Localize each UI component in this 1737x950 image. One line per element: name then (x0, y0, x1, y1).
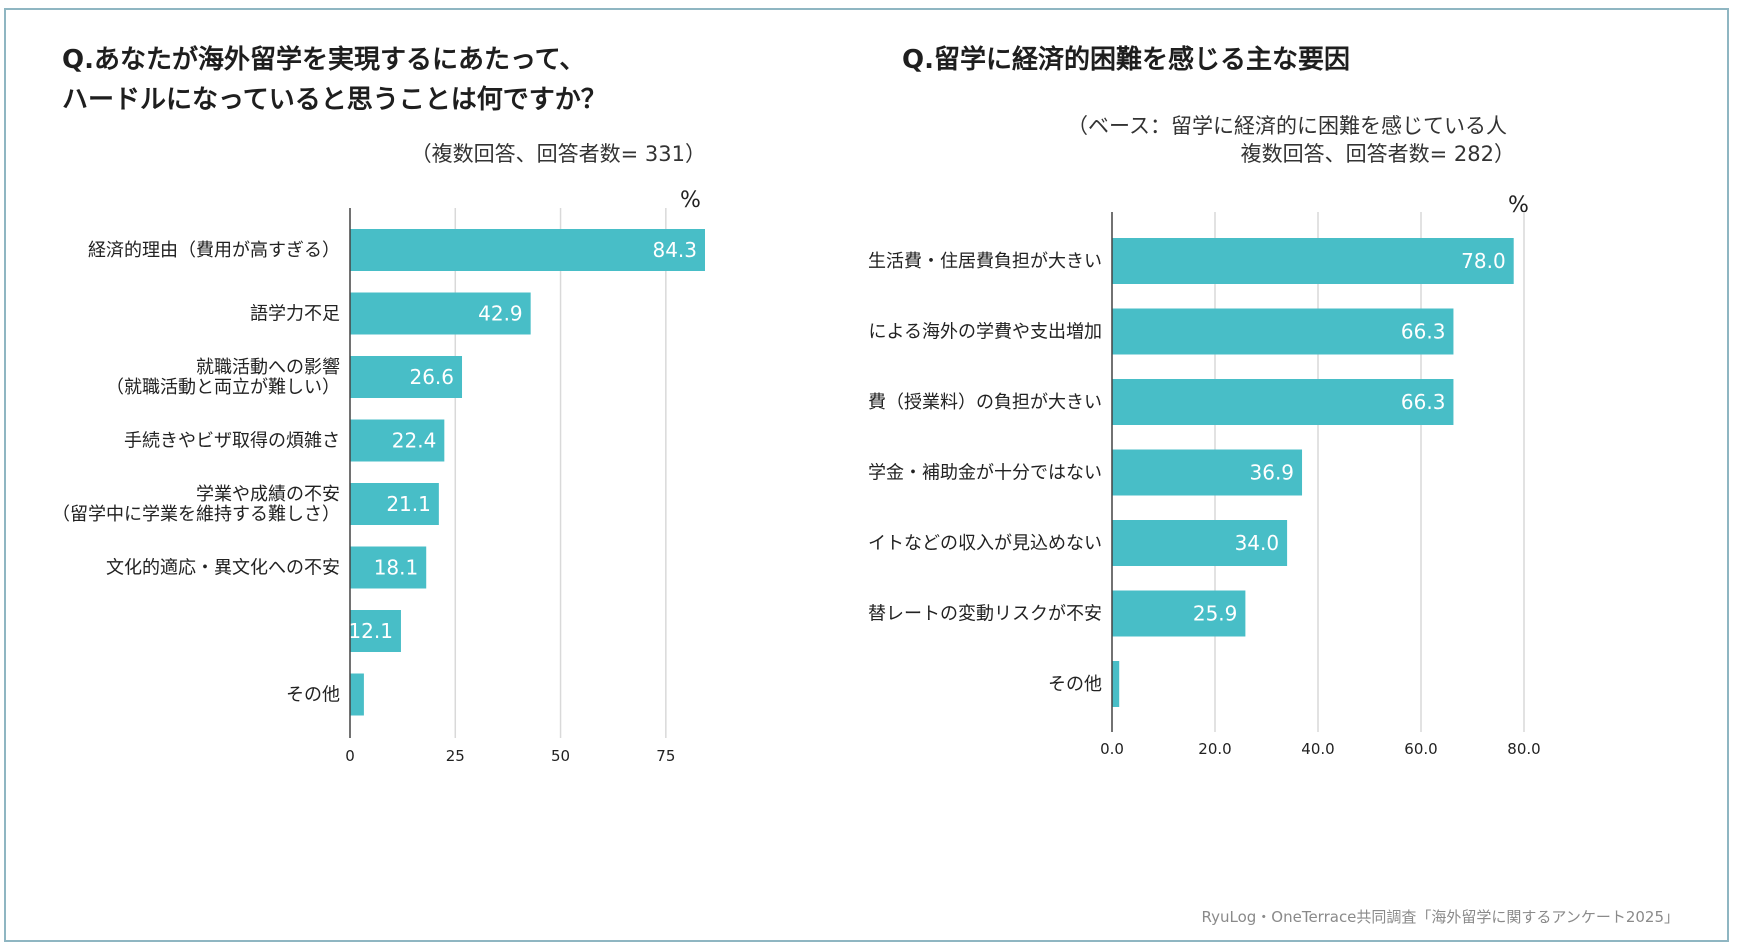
left-category-label-4-0: 学業や成績の不安 (196, 484, 340, 505)
right-chart-note-line2: 複数回答、回答者数= 282） (1240, 142, 1515, 166)
left-value-label-4: 21.1 (386, 492, 431, 516)
left-value-label-3: 22.4 (392, 429, 437, 453)
left-chart-title-line2: ハードルになっていると思うことは何ですか？ (62, 85, 607, 115)
left-bar-5 (350, 546, 427, 589)
left-category-label-0: 経済的理由（費用が高すぎる） (88, 240, 340, 261)
left-category-label-3: 手続きやビザ取得の煩雑さ (124, 431, 340, 452)
left-value-label-2: 26.6 (409, 365, 454, 389)
right-tick-label-0: 0.0 (1100, 740, 1124, 758)
right-category-label-4: アルバイトなどの収入が見込めない (868, 533, 1102, 554)
right-chart-unit: % (1508, 193, 1529, 218)
left-category-label-2-1: （就職活動と両立が難しい） (106, 377, 340, 398)
left-bar-3 (350, 419, 445, 462)
left-value-label-1: 42.9 (478, 302, 523, 326)
right-tick-label-1: 20.0 (1198, 740, 1231, 758)
left-chart-note: （複数回答、回答者数= 331） (410, 142, 706, 166)
right-bar-4 (1112, 520, 1288, 566)
left-bar-0 (350, 229, 705, 271)
right-bar-0 (1112, 238, 1514, 284)
right-value-label-0: 78.0 (1461, 249, 1506, 273)
left-category-label-7: その他 (286, 685, 340, 706)
left-tick-label-3: 75 (656, 747, 675, 765)
left-bar-7 (350, 673, 364, 716)
right-chart-title: Q.留学に経済的困難を感じる主な要因 (902, 45, 1350, 75)
right-bar-3 (1112, 449, 1303, 496)
right-value-label-3: 36.9 (1250, 461, 1295, 485)
right-category-label-0: 現地の生活費・住居費負担が大きい (868, 251, 1102, 272)
right-bar-6 (1112, 661, 1120, 707)
left-category-label-2-0: 就職活動への影響 (196, 357, 340, 378)
right-category-label-1: 円安による海外の学費や支出増加 (868, 322, 1102, 343)
right-value-label-2: 66.3 (1401, 390, 1446, 414)
right-category-label-6: その他 (1048, 674, 1102, 695)
right-category-label-5: 為替レートの変動リスクが不安 (868, 604, 1102, 625)
left-category-label-1: 語学力不足 (250, 304, 340, 325)
right-tick-label-2: 40.0 (1301, 740, 1334, 758)
left-tick-label-2: 50 (551, 747, 570, 765)
right-tick-label-3: 60.0 (1404, 740, 1437, 758)
right-category-label-2: 学費（授業料）の負担が大きい (868, 392, 1102, 413)
left-value-label-0: 84.3 (652, 238, 697, 262)
right-value-label-1: 66.3 (1401, 320, 1446, 344)
left-tick-label-1: 25 (446, 747, 465, 765)
left-bar-4 (350, 483, 439, 525)
right-bar-5 (1112, 590, 1246, 637)
right-tick-label-4: 80.0 (1507, 740, 1540, 758)
right-bar-1 (1112, 308, 1454, 355)
left-tick-label-0: 0 (345, 747, 355, 765)
left-chart-unit: % (680, 188, 701, 213)
left-value-label-6: 12.1 (348, 619, 393, 643)
right-value-label-5: 25.9 (1193, 602, 1238, 626)
right-bar-chart: 0.0 20.0 40.0 60.0 80.0 78.0 現地の生活費・住居費負担が大きい 6… (868, 212, 1541, 758)
left-bar-2 (350, 356, 463, 398)
right-category-label-3: 奨学金・補助金が十分ではない (868, 463, 1102, 484)
left-value-label-5: 18.1 (374, 556, 419, 580)
left-chart-title-line1: Q.あなたが海外留学を実現するにあたって、 (62, 45, 586, 75)
left-category-label-4-1: （留学中に学業を維持する難しさ） (52, 504, 340, 525)
right-bar-2 (1112, 379, 1454, 425)
right-value-label-4: 34.0 (1235, 531, 1280, 555)
left-bar-1 (350, 292, 531, 335)
left-bar-6 (350, 610, 401, 652)
chart-frame (4, 8, 1729, 942)
left-category-label-5: 文化的適応・異文化への不安 (106, 558, 340, 579)
left-bar-chart: 0 25 50 75 84.3 経済的理由（費用が高すぎる） 42.9 語学力不足 26.6 就職… (52, 208, 705, 765)
right-chart-note-line1: （ベース：留学に経済的に困難を感じている人 (1067, 114, 1507, 138)
source-credit: RyuLog・OneTerrace共同調査「海外留学に関するアンケート2025」 (1201, 908, 1679, 926)
